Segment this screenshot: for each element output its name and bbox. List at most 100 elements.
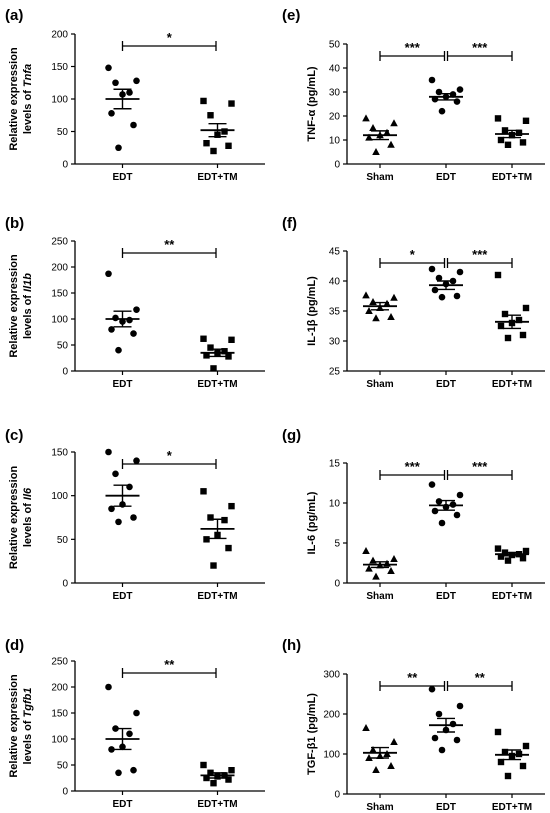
y-axis-label-line1: Relative expression bbox=[8, 674, 20, 778]
chart-panel-a: (a) 0 50 100 150 200 EDT EDT+TM Relative express… bbox=[5, 7, 265, 183]
y-tick-label: 250 bbox=[51, 237, 68, 248]
data-point bbox=[438, 107, 446, 115]
significance-label: *** bbox=[405, 459, 421, 474]
data-point bbox=[369, 124, 377, 131]
data-point bbox=[200, 488, 207, 495]
significance-label: *** bbox=[405, 40, 421, 55]
data-point bbox=[365, 133, 373, 141]
data-point bbox=[504, 557, 512, 564]
data-point bbox=[210, 780, 217, 787]
data-point bbox=[126, 89, 133, 96]
data-point bbox=[221, 128, 228, 135]
data-point bbox=[387, 567, 395, 574]
data-point bbox=[133, 457, 140, 465]
data-point bbox=[456, 491, 464, 499]
data-point bbox=[497, 553, 505, 560]
data-point bbox=[365, 754, 373, 761]
significance-label: *** bbox=[472, 40, 488, 55]
y-tick-label: 0 bbox=[334, 579, 340, 590]
data-point bbox=[501, 748, 509, 756]
y-axis-label: IL-1β (pg/mL) bbox=[306, 276, 318, 346]
data-point bbox=[522, 742, 530, 750]
data-point bbox=[522, 547, 530, 555]
y-tick-label: 50 bbox=[57, 341, 69, 352]
data-point bbox=[497, 322, 505, 330]
y-tick-label: 50 bbox=[57, 761, 69, 772]
data-point bbox=[133, 306, 140, 313]
data-point bbox=[207, 344, 214, 351]
data-point bbox=[369, 556, 377, 564]
y-tick-label: 200 bbox=[323, 710, 340, 721]
y-axis-label: Relative expression levels of Il6 bbox=[8, 466, 34, 570]
y-tick-label: 0 bbox=[62, 579, 68, 590]
x-category-label: EDT+TM bbox=[492, 591, 532, 602]
y-tick-label: 0 bbox=[334, 160, 340, 171]
data-point bbox=[515, 129, 523, 136]
data-point bbox=[453, 736, 461, 744]
x-category-label: EDT+TM bbox=[492, 379, 532, 390]
data-point bbox=[369, 298, 377, 305]
data-point bbox=[428, 685, 436, 693]
data-point bbox=[435, 710, 443, 718]
y-tick-label: 5 bbox=[334, 539, 340, 550]
data-point bbox=[390, 738, 398, 745]
y-tick-label: 30 bbox=[329, 337, 341, 348]
data-point bbox=[207, 514, 214, 521]
panel-label: (c) bbox=[5, 427, 23, 444]
x-category-label: EDT bbox=[436, 591, 456, 602]
data-point bbox=[453, 292, 461, 300]
significance-label: ** bbox=[164, 237, 175, 252]
data-point bbox=[200, 761, 207, 769]
y-tick-label: 150 bbox=[51, 289, 68, 300]
data-point bbox=[112, 79, 119, 87]
data-point bbox=[210, 562, 217, 569]
data-point bbox=[210, 365, 217, 372]
data-point bbox=[228, 767, 235, 774]
data-point bbox=[497, 136, 505, 144]
chart-panel-c: (c) 0 50 100 150 EDT EDT+TM Relative expression… bbox=[5, 427, 265, 602]
y-tick-label: 150 bbox=[51, 709, 68, 720]
significance-label: * bbox=[410, 247, 416, 262]
data-point bbox=[387, 140, 395, 148]
data-point bbox=[431, 286, 439, 294]
data-point bbox=[362, 724, 370, 731]
data-point bbox=[431, 507, 439, 515]
y-tick-label: 0 bbox=[62, 160, 68, 171]
data-point bbox=[105, 270, 112, 278]
data-point bbox=[203, 774, 210, 782]
y-tick-label: 30 bbox=[329, 88, 341, 99]
data-point bbox=[390, 119, 398, 127]
data-point bbox=[200, 97, 207, 105]
data-point bbox=[501, 310, 509, 318]
data-point bbox=[133, 709, 140, 717]
data-point bbox=[504, 334, 512, 342]
y-tick-label: 150 bbox=[51, 62, 68, 73]
data-point bbox=[200, 335, 207, 342]
data-point bbox=[497, 758, 505, 766]
data-point bbox=[228, 100, 235, 107]
data-point bbox=[456, 702, 464, 710]
panel-label: (f) bbox=[282, 215, 297, 232]
data-point bbox=[438, 519, 446, 527]
chart-panel-d: (d) 0 50 100 150 200 250 EDT EDT+TM Relative expr… bbox=[5, 637, 265, 810]
data-point bbox=[228, 336, 235, 343]
data-point bbox=[225, 544, 232, 552]
y-tick-label: 100 bbox=[51, 95, 68, 106]
x-category-label: EDT bbox=[436, 802, 456, 813]
data-point bbox=[435, 498, 443, 505]
data-point bbox=[453, 511, 461, 519]
x-category-label: EDT+TM bbox=[197, 379, 237, 390]
data-point bbox=[130, 330, 137, 337]
data-point bbox=[130, 514, 137, 521]
significance-label: ** bbox=[475, 670, 486, 685]
significance-label: *** bbox=[472, 459, 488, 474]
x-category-label: Sham bbox=[366, 172, 393, 183]
y-axis-label: Relative expression levels of Il1b bbox=[8, 254, 34, 358]
panel-label: (d) bbox=[5, 637, 24, 654]
x-category-label: Sham bbox=[366, 379, 393, 390]
data-point bbox=[522, 304, 530, 312]
y-tick-label: 45 bbox=[329, 247, 341, 258]
y-axis-label-line2: levels of bbox=[22, 87, 34, 134]
data-point bbox=[453, 98, 461, 105]
y-axis-label: TNF-α (pg/mL) bbox=[306, 66, 318, 142]
